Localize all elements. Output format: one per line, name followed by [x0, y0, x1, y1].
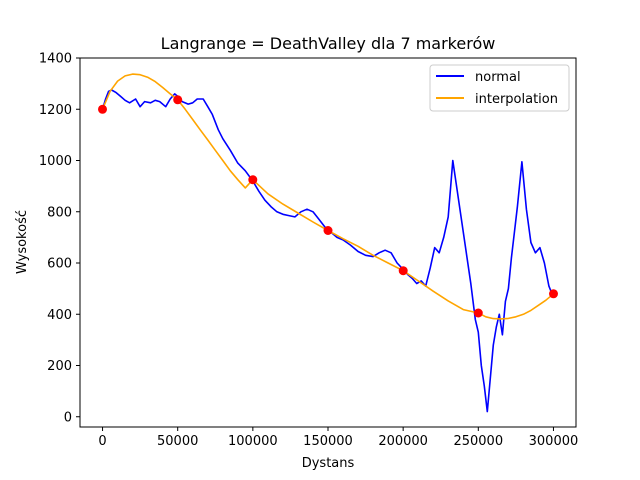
marker-point — [248, 175, 258, 185]
marker-point — [323, 226, 333, 235]
x-tick-label: 250000 — [453, 434, 503, 449]
y-tick-label: 600 — [47, 257, 72, 272]
legend-box — [429, 64, 570, 112]
y-tick-label: 800 — [47, 205, 72, 220]
marker-point — [549, 289, 558, 299]
y-axis: 0 200 400 600 800 1000 1200 1400 — [39, 52, 80, 425]
legend: normal interpolation — [429, 64, 570, 112]
marker-point — [173, 95, 183, 105]
y-tick-label: 1400 — [39, 52, 72, 67]
x-axis: 0 50000 100000 150000 200000 250000 300000 — [98, 427, 578, 449]
x-tick-label: 50000 — [157, 434, 198, 449]
y-tick-label: 1200 — [39, 103, 72, 118]
x-tick-label: 150000 — [303, 434, 353, 449]
x-axis-label: Dystans — [302, 456, 355, 471]
x-tick-label: 100000 — [228, 434, 278, 449]
marker-group — [98, 95, 558, 318]
y-tick-label: 400 — [47, 308, 72, 323]
y-tick-label: 200 — [47, 359, 72, 374]
legend-interpolation-label: interpolation — [475, 92, 558, 107]
plot-area — [101, 73, 555, 413]
marker-point — [98, 104, 107, 114]
x-tick-label: 200000 — [378, 434, 428, 449]
x-tick-label: 300000 — [529, 434, 579, 449]
marker-point — [473, 308, 483, 318]
x-tick-label: 0 — [98, 434, 106, 449]
series-line-normal — [101, 89, 553, 413]
y-axis-label: Wysokość — [15, 210, 30, 274]
legend-normal-label: normal — [475, 70, 521, 85]
marker-point — [398, 266, 408, 276]
y-tick-label: 0 — [64, 410, 72, 425]
series-line-interpolation — [101, 73, 555, 320]
y-tick-label: 1000 — [39, 154, 72, 169]
chart-title: Langrange = DeathValley dla 7 markerów — [161, 34, 496, 53]
axes-frame — [79, 57, 577, 428]
